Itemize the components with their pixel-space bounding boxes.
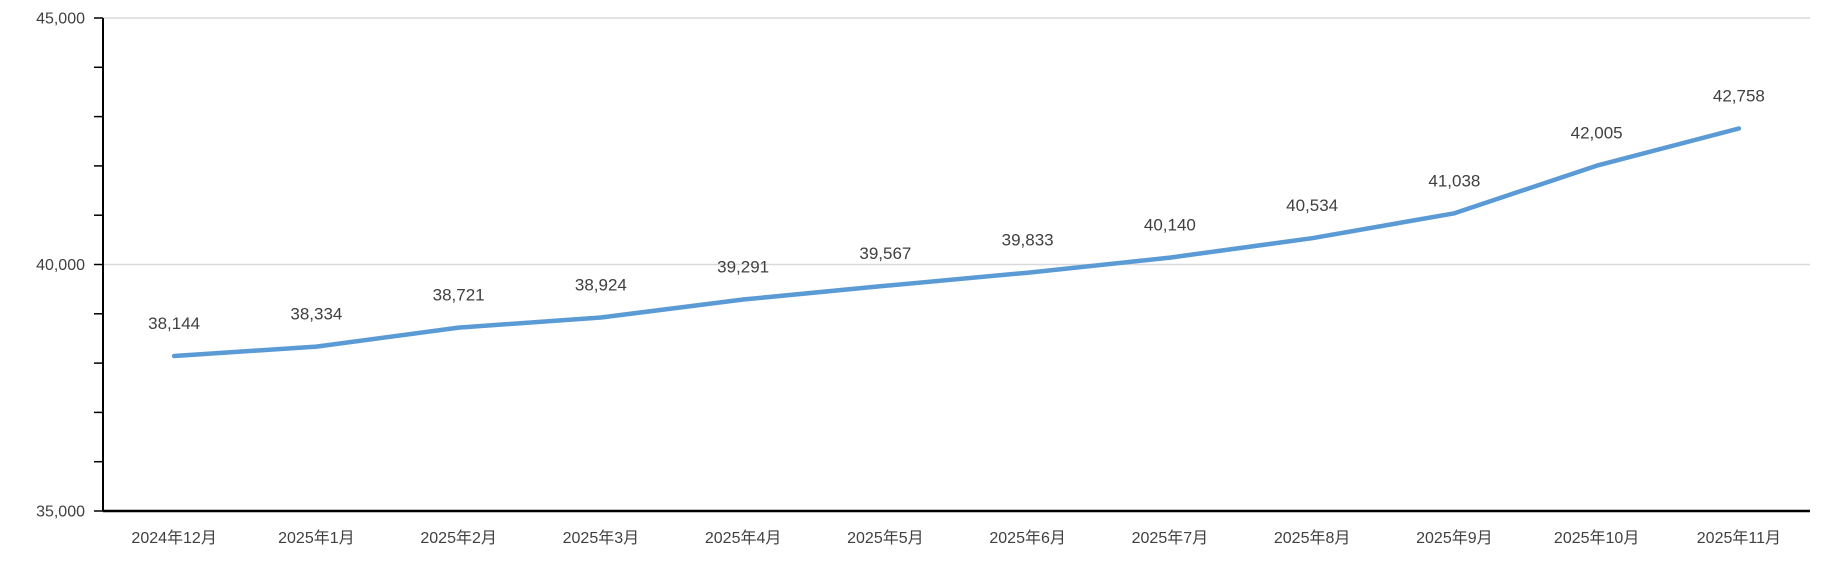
y-axis-tick-label: 45,000 (36, 11, 85, 28)
y-axis-tick-label: 35,000 (36, 504, 85, 521)
data-point-label: 40,534 (1286, 196, 1338, 215)
x-axis-label: 2025年1月 (278, 529, 355, 547)
data-point-label: 38,924 (575, 276, 627, 295)
data-point-label: 39,833 (1002, 231, 1054, 250)
data-point-label: 39,567 (859, 244, 911, 263)
data-point-label: 39,291 (717, 257, 769, 276)
data-point-label: 42,758 (1713, 87, 1765, 106)
data-point-label: 38,721 (433, 286, 485, 305)
x-axis-label: 2025年10月 (1554, 529, 1639, 547)
data-series-line (171, 126, 1742, 359)
x-axis-label: 2025年2月 (420, 529, 497, 547)
data-point-label: 38,144 (148, 314, 200, 333)
x-axis-label: 2025年5月 (847, 529, 924, 547)
data-point-label: 42,005 (1571, 124, 1623, 143)
data-point-label: 41,038 (1428, 171, 1480, 190)
x-axis-label: 2025年9月 (1416, 529, 1493, 547)
x-axis-label: 2024年12月 (131, 529, 216, 547)
x-axis-label: 2025年8月 (1274, 529, 1351, 547)
y-axis-tick-label: 40,000 (36, 257, 85, 274)
data-point-label: 40,140 (1144, 216, 1196, 235)
x-axis-label: 2025年3月 (563, 529, 640, 547)
x-axis-label: 2025年11月 (1697, 529, 1781, 547)
x-axis-label: 2025年6月 (989, 529, 1066, 547)
x-axis-label: 2025年7月 (1132, 529, 1209, 547)
x-axis-label: 2025年4月 (705, 529, 782, 547)
data-point-label: 38,334 (290, 305, 342, 324)
